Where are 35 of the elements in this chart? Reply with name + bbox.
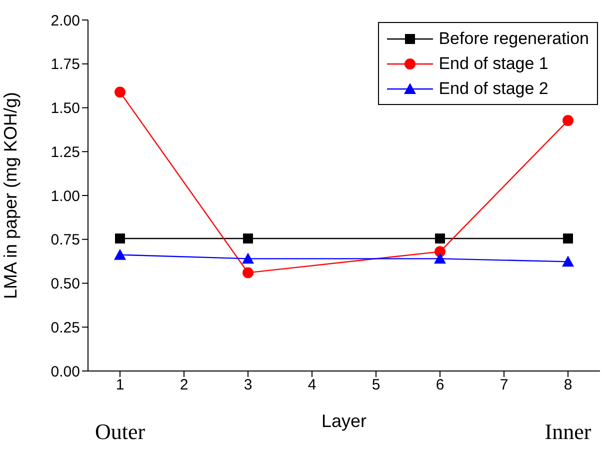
point (114, 248, 126, 260)
y-tick-label: 0.75 (50, 232, 80, 249)
y-tick-label: 0.25 (50, 319, 80, 336)
x-tick-label: 5 (372, 376, 380, 394)
y-tick-label: 1.25 (50, 144, 80, 161)
point (242, 267, 254, 278)
point (242, 252, 254, 264)
legend-label: Before regeneration (438, 28, 589, 48)
point (435, 233, 445, 244)
x-tick-label: 8 (564, 376, 572, 394)
y-axis-title: LMA in paper (mg KOH/g) (0, 92, 20, 300)
text: Inner (544, 419, 592, 444)
y-tick-label: 1.75 (50, 56, 80, 74)
y-tick-label: 2.00 (50, 12, 80, 30)
legend-label: End of stage 1 (438, 54, 548, 74)
point (114, 86, 126, 98)
legend-label: End of stage 2 (438, 78, 548, 98)
x-axis-title: Layer (321, 411, 367, 431)
y-tick-label: 0.00 (50, 363, 80, 380)
point (115, 233, 125, 244)
y-tick-label: 0.50 (50, 276, 80, 293)
x-tick-label: 1 (116, 376, 124, 394)
point (243, 233, 253, 244)
x-tick-label: 7 (500, 376, 508, 394)
point (434, 252, 446, 264)
x-tick-label: 4 (308, 376, 316, 394)
y-tick-label: 1.00 (50, 188, 80, 205)
point (562, 115, 574, 126)
x-tick-label: 2 (180, 376, 188, 394)
point (563, 233, 573, 244)
x-tick-label: 3 (244, 376, 252, 394)
text: Outer (94, 419, 146, 444)
point (562, 256, 574, 267)
x-tick-label: 6 (436, 376, 444, 394)
y-tick-label: 1.50 (50, 100, 80, 118)
